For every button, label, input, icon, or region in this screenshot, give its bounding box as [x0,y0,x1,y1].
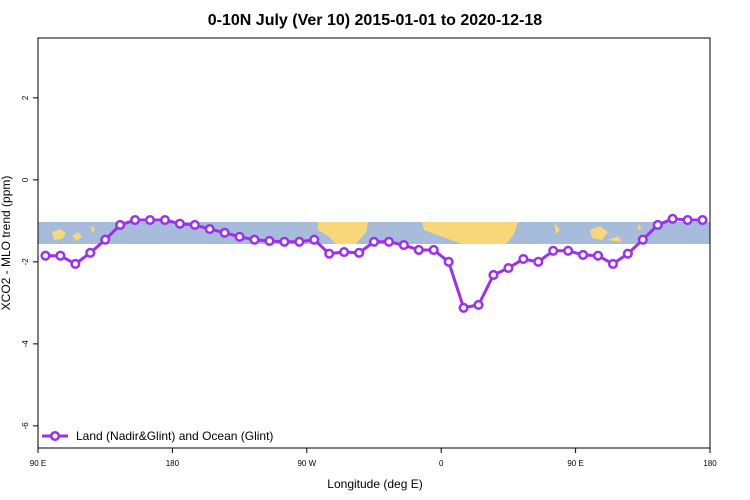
land [318,222,368,244]
data-point [592,250,604,261]
data-point [324,248,335,259]
data-point [578,249,589,260]
data-point [518,253,529,265]
data-point [443,256,454,267]
data-point [130,214,141,226]
data-point [40,250,51,261]
x-tick-label: 90 E [30,459,46,468]
data-point [264,235,275,246]
data-point [428,244,439,256]
y-tick-label: -6 [21,422,30,430]
data-point [652,219,663,231]
data-point [682,214,693,226]
data-point [55,250,66,261]
data-point [279,236,290,247]
data-point [697,214,708,226]
data-point [473,299,484,310]
x-tick-label: 90 E [567,459,583,468]
plot-frame [37,37,711,449]
data-point [533,256,544,267]
y-axis-label: XCO2 - MLO trend (ppm) [0,176,13,311]
x-axis-label: Longitude (deg E) [327,477,422,491]
data-point [204,224,215,235]
data-point [383,236,394,247]
data-point [309,234,320,245]
x-tick-label: 90 W [297,459,316,468]
land [554,222,642,242]
data-point [189,219,200,231]
data-point [354,247,365,258]
x-tick-label: 180 [703,459,717,468]
data-point [458,302,469,313]
data-point [144,214,156,226]
data-point [249,234,260,245]
data-point [563,245,574,256]
x-tick-label: 0 [439,459,444,468]
data-point [85,247,96,258]
data-point [159,214,170,226]
legend-marker [49,430,61,442]
data-point [488,269,499,281]
data-point [219,227,230,238]
land [422,222,518,244]
x-tick-label: 180 [166,459,180,468]
data-point [100,234,111,245]
data-point [503,262,514,274]
y-tick-label: 2 [21,95,30,100]
data-point [234,231,245,242]
data-point [174,218,185,229]
y-tick-label: -4 [21,340,30,348]
data-point [548,245,559,256]
chart-title: 0-10N July (Ver 10) 2015-01-01 to 2020-1… [208,12,543,29]
data-point [368,236,380,247]
data-point [398,240,409,251]
y-tick-label: 0 [21,177,30,182]
land [52,226,95,241]
data-point [622,248,633,259]
data-point [667,213,678,224]
data-point [607,258,618,269]
data-point [413,244,424,256]
legend-label: Land (Nadir&Glint) and Ocean (Glint) [76,429,273,443]
data-point [294,236,305,247]
data-point [637,234,648,245]
data-point [115,219,126,231]
data-point [70,258,81,269]
y-tick-label: -2 [21,258,30,266]
data-point [339,246,350,258]
